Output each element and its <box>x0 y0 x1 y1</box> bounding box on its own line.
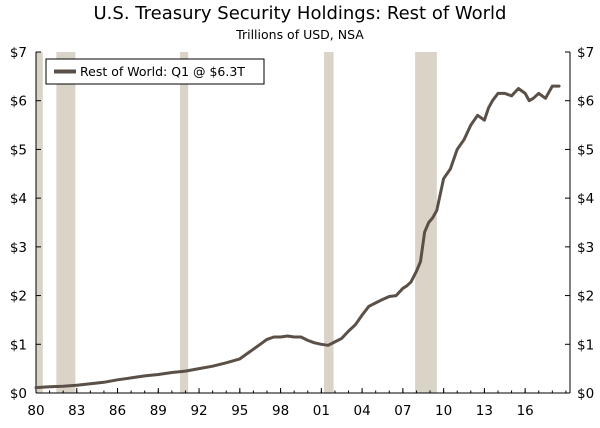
y-tick-label-left: $2 <box>10 289 27 305</box>
x-tick-label: 98 <box>272 403 289 419</box>
x-tick-label: 16 <box>517 403 534 419</box>
legend: Rest of World: Q1 @ $6.3T <box>45 58 265 85</box>
recession-band <box>180 52 189 393</box>
y-tick-label-right: $0 <box>577 386 594 402</box>
x-tick-label: 95 <box>231 403 248 419</box>
recession-band <box>324 52 334 393</box>
y-tick-label-left: $6 <box>10 94 27 110</box>
recession-band <box>56 52 76 393</box>
y-tick-label-right: $4 <box>577 191 594 207</box>
x-tick-label: 04 <box>354 403 371 419</box>
y-tick-label-right: $3 <box>577 240 594 256</box>
chart-subtitle: Trillions of USD, NSA <box>236 27 364 42</box>
x-tick-label: 13 <box>476 403 493 419</box>
x-tick-label: 86 <box>109 403 126 419</box>
recession-band <box>36 52 43 393</box>
recession-bands <box>36 52 437 393</box>
series-line-rest-of-world <box>34 84 561 390</box>
x-tick-label: 10 <box>435 403 452 419</box>
x-tick-label: 83 <box>68 403 85 419</box>
y-tick-label-right: $7 <box>577 45 594 61</box>
y-tick-label-left: $1 <box>10 337 27 353</box>
y-tick-label-left: $7 <box>10 45 27 61</box>
recession-band <box>415 52 437 393</box>
y-tick-label-left: $0 <box>10 386 27 402</box>
legend-box <box>45 58 265 85</box>
x-tick-label: 89 <box>150 403 167 419</box>
chart-title: U.S. Treasury Security Holdings: Rest of… <box>93 3 507 24</box>
y-tick-label-right: $1 <box>577 337 594 353</box>
series-layer <box>34 84 561 390</box>
x-tick-label: 80 <box>27 403 44 419</box>
y-tick-label-right: $2 <box>577 289 594 305</box>
x-tick-label: 07 <box>394 403 411 419</box>
y-tick-label-left: $4 <box>10 191 27 207</box>
y-tick-label-right: $5 <box>577 142 594 158</box>
y-tick-label-right: $6 <box>577 94 594 110</box>
y-tick-label-left: $5 <box>10 142 27 158</box>
x-tick-label: 01 <box>313 403 330 419</box>
x-tick-label: 92 <box>190 403 207 419</box>
legend-label: Rest of World: Q1 @ $6.3T <box>80 64 245 79</box>
y-tick-label-left: $3 <box>10 240 27 256</box>
axes: $0 $0 $1 $1 $2 $2 $3 $3 $4 $4 $5 $5 $6 $6 $7 $7 80 83 86 89… <box>10 45 594 419</box>
